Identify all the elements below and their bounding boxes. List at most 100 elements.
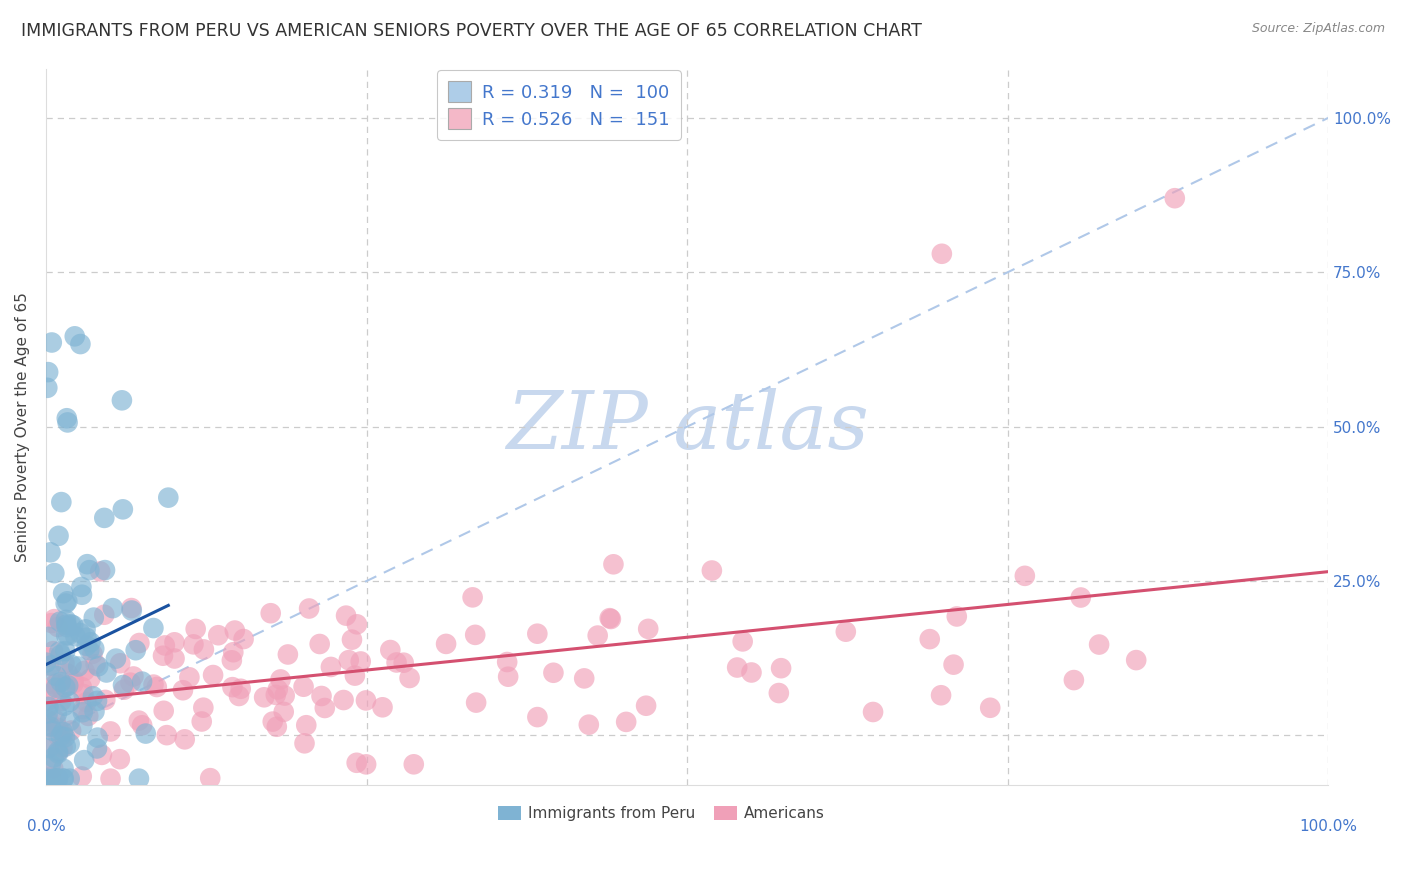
Point — [52, 762, 75, 776]
Point — [770, 661, 793, 675]
Point — [835, 624, 858, 639]
Point — [1125, 653, 1147, 667]
Point — [398, 671, 420, 685]
Point — [526, 710, 548, 724]
Point — [45, 714, 67, 728]
Point — [931, 246, 953, 260]
Point — [354, 757, 377, 772]
Point — [89, 565, 111, 579]
Point — [53, 731, 76, 745]
Point — [308, 637, 330, 651]
Point — [101, 601, 124, 615]
Point — [496, 670, 519, 684]
Point — [35, 721, 58, 735]
Point — [86, 741, 108, 756]
Point — [52, 586, 75, 600]
Point — [44, 566, 66, 581]
Point — [75, 631, 97, 645]
Point — [343, 668, 366, 682]
Point — [51, 694, 73, 708]
Point — [37, 650, 59, 665]
Point — [48, 529, 70, 543]
Point — [55, 597, 77, 611]
Point — [59, 695, 82, 709]
Point — [311, 689, 333, 703]
Point — [173, 732, 195, 747]
Point — [37, 694, 59, 708]
Point — [56, 594, 79, 608]
Point — [70, 769, 93, 783]
Point — [100, 772, 122, 786]
Point — [39, 686, 62, 700]
Point — [918, 632, 941, 647]
Point — [232, 632, 254, 646]
Point — [1070, 591, 1092, 605]
Point — [45, 772, 67, 786]
Point — [725, 660, 748, 674]
Point — [41, 335, 63, 350]
Point — [979, 700, 1001, 714]
Point — [46, 772, 69, 786]
Point — [157, 491, 180, 505]
Point — [599, 612, 621, 626]
Point — [46, 772, 69, 786]
Point — [42, 762, 65, 776]
Point — [193, 642, 215, 657]
Point — [41, 723, 63, 738]
Point — [260, 606, 283, 620]
Point — [637, 622, 659, 636]
Point — [39, 545, 62, 559]
Point — [120, 601, 142, 615]
Point — [190, 714, 212, 729]
Point — [56, 666, 79, 681]
Point — [53, 657, 76, 671]
Point — [146, 680, 169, 694]
Point — [93, 511, 115, 525]
Point — [82, 690, 104, 704]
Point — [731, 634, 754, 648]
Point — [153, 639, 176, 653]
Point — [156, 728, 179, 742]
Point — [298, 601, 321, 615]
Point — [55, 411, 77, 425]
Point — [75, 623, 97, 637]
Point — [39, 720, 62, 734]
Point — [49, 729, 72, 743]
Point — [402, 757, 425, 772]
Point — [461, 591, 484, 605]
Point — [72, 702, 94, 716]
Point — [172, 683, 194, 698]
Point — [65, 629, 87, 643]
Point — [93, 607, 115, 622]
Point — [96, 665, 118, 680]
Point — [602, 558, 624, 572]
Point — [45, 676, 67, 690]
Point — [60, 657, 83, 672]
Point — [77, 709, 100, 723]
Point — [37, 381, 59, 395]
Text: Source: ZipAtlas.com: Source: ZipAtlas.com — [1251, 22, 1385, 36]
Point — [380, 643, 402, 657]
Point — [110, 657, 132, 671]
Point — [264, 688, 287, 702]
Point — [131, 674, 153, 689]
Point — [37, 742, 59, 756]
Point — [90, 747, 112, 762]
Point — [37, 706, 59, 721]
Point — [1164, 191, 1187, 205]
Point — [350, 655, 373, 669]
Point — [332, 693, 354, 707]
Point — [38, 659, 60, 673]
Point — [1014, 569, 1036, 583]
Point — [392, 656, 415, 670]
Point — [46, 745, 69, 759]
Point — [62, 676, 84, 690]
Point — [862, 705, 884, 719]
Point — [70, 588, 93, 602]
Point — [49, 675, 72, 690]
Point — [112, 682, 135, 697]
Point — [740, 665, 762, 680]
Point — [52, 772, 75, 786]
Point — [295, 718, 318, 732]
Point — [270, 673, 292, 687]
